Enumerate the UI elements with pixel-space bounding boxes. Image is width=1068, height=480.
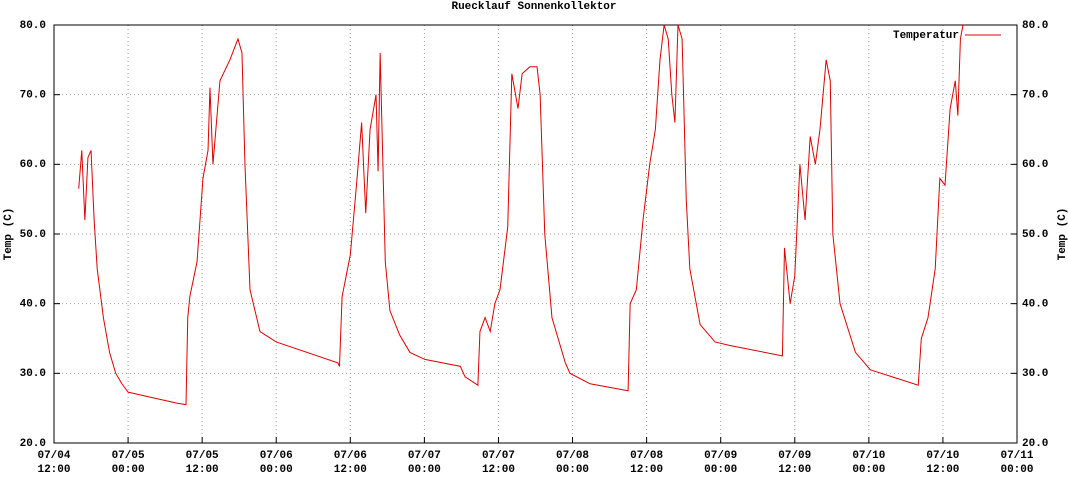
x-tick-label: 07/11 00:00 — [1000, 450, 1033, 475]
y2-axis-label: Temp (C) — [1057, 208, 1068, 261]
x-tick-label: 07/05 00:00 — [112, 450, 145, 475]
y2-tick-label: 50.0 — [1022, 229, 1048, 241]
y-tick-label: 70.0 — [20, 90, 46, 102]
legend-label: Temperatur — [893, 30, 959, 42]
x-tick-label: 07/08 12:00 — [630, 450, 663, 475]
y2-tick-label: 80.0 — [1022, 20, 1048, 32]
y-tick-label: 30.0 — [20, 368, 46, 380]
y2-tick-label: 20.0 — [1022, 438, 1048, 450]
x-tick-label: 07/06 00:00 — [260, 450, 293, 475]
y-axis-label: Temp (C) — [3, 208, 15, 261]
y2-tick-label: 40.0 — [1022, 299, 1048, 311]
y2-tick-label: 60.0 — [1022, 159, 1048, 171]
data-line — [78, 24, 964, 406]
y-tick-label: 40.0 — [20, 299, 46, 311]
x-tick-label: 07/06 12:00 — [334, 450, 367, 475]
x-tick-label: 07/08 00:00 — [556, 450, 589, 475]
chart-title: Ruecklauf Sonnenkollektor — [451, 1, 616, 13]
y2-tick-label: 30.0 — [1022, 368, 1048, 380]
x-tick-label: 07/10 12:00 — [926, 450, 959, 475]
x-tick-label: 07/10 00:00 — [852, 450, 885, 475]
y2-tick-label: 70.0 — [1022, 90, 1048, 102]
y-tick-label: 50.0 — [20, 229, 46, 241]
x-tick-label: 07/05 12:00 — [186, 450, 219, 475]
x-tick-label: 07/09 00:00 — [704, 450, 737, 475]
x-tick-label: 07/09 12:00 — [778, 450, 811, 475]
x-tick-label: 07/07 00:00 — [408, 450, 441, 475]
y-tick-label: 60.0 — [20, 159, 46, 171]
plot-frame — [53, 24, 1018, 444]
x-tick-label: 07/04 12:00 — [37, 450, 70, 475]
y-tick-label: 20.0 — [20, 438, 46, 450]
y-tick-label: 80.0 — [20, 20, 46, 32]
x-tick-label: 07/07 12:00 — [482, 450, 515, 475]
